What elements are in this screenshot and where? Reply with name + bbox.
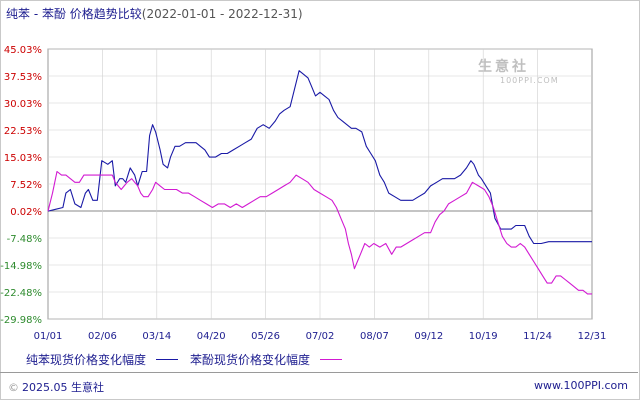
y-tick-label: -7.48% [7, 234, 42, 245]
y-tick-label: -29.98% [0, 315, 42, 326]
date-range: (2022-01-01 - 2022-12-31) [141, 7, 303, 21]
x-tick-label: 03/14 [142, 331, 171, 342]
x-axis-ticks: 01/01 02/06 03/14 04/20 05/26 07/02 08/07 09/12… [34, 331, 607, 342]
line-chart: 45.03% 37.53% 30.03% 22.53% 15.03% 7.52% 0.02%… [0, 45, 607, 342]
series-line-2 [47, 170, 592, 295]
y-axis-ticks: 45.03% 37.53% 30.03% 22.53% 15.03% 7.52% 0.02%… [0, 45, 42, 326]
x-tick-label: 04/20 [197, 331, 226, 342]
x-tick-label: 08/07 [360, 331, 389, 342]
y-tick-label: -22.48% [0, 288, 42, 299]
x-tick-label: 11/24 [523, 331, 552, 342]
series-lines [47, 70, 592, 295]
y-tick-label: 0.02% [10, 207, 42, 218]
legend-label-series2: 苯酚现货价格变化幅度 [190, 353, 311, 367]
legend-swatch-series2 [320, 359, 343, 360]
watermark-name: 生意社 [478, 59, 529, 75]
x-tick-label: 01/01 [34, 331, 63, 342]
x-tick-label: 02/06 [88, 331, 117, 342]
chart-title: 纯苯 - 苯酚 价格趋势比较(2022-01-01 - 2022-12-31) [6, 5, 303, 22]
watermark-url: 100PPI.COM [500, 76, 559, 85]
x-tick-label: 07/02 [306, 331, 335, 342]
footer-site[interactable]: www.100PPI.com [534, 379, 628, 392]
legend-swatch-series1 [156, 359, 179, 360]
y-tick-label: -14.98% [0, 261, 42, 272]
copyright-mark: © [8, 381, 19, 394]
chart-title-text: 纯苯 - 苯酚 价格趋势比较 [6, 7, 142, 21]
footer-copyright: © 2025.05 生意社 [8, 379, 104, 395]
y-tick-label: 7.52% [10, 180, 42, 191]
x-tick-label: 05/26 [251, 331, 280, 342]
y-tick-label: 30.03% [4, 99, 42, 110]
x-tick-label: 12/31 [578, 331, 607, 342]
y-tick-label: 22.53% [4, 126, 42, 137]
grid [47, 48, 593, 320]
y-tick-label: 45.03% [4, 45, 42, 56]
legend-label-series1: 纯苯现货价格变化幅度 [26, 353, 147, 367]
legend: 纯苯现货价格变化幅度 苯酚现货价格变化幅度 [26, 351, 354, 368]
series-line-1 [47, 70, 592, 245]
x-tick-label: 09/12 [414, 331, 443, 342]
watermark: 生意社 100PPI.COM [478, 56, 559, 85]
x-tick-label: 10/19 [469, 331, 498, 342]
copyright-text: 2025.05 生意社 [22, 381, 104, 394]
y-tick-label: 37.53% [4, 72, 42, 83]
y-tick-label: 15.03% [4, 153, 42, 164]
footer: © 2025.05 生意社 www.100PPI.com [0, 372, 638, 398]
